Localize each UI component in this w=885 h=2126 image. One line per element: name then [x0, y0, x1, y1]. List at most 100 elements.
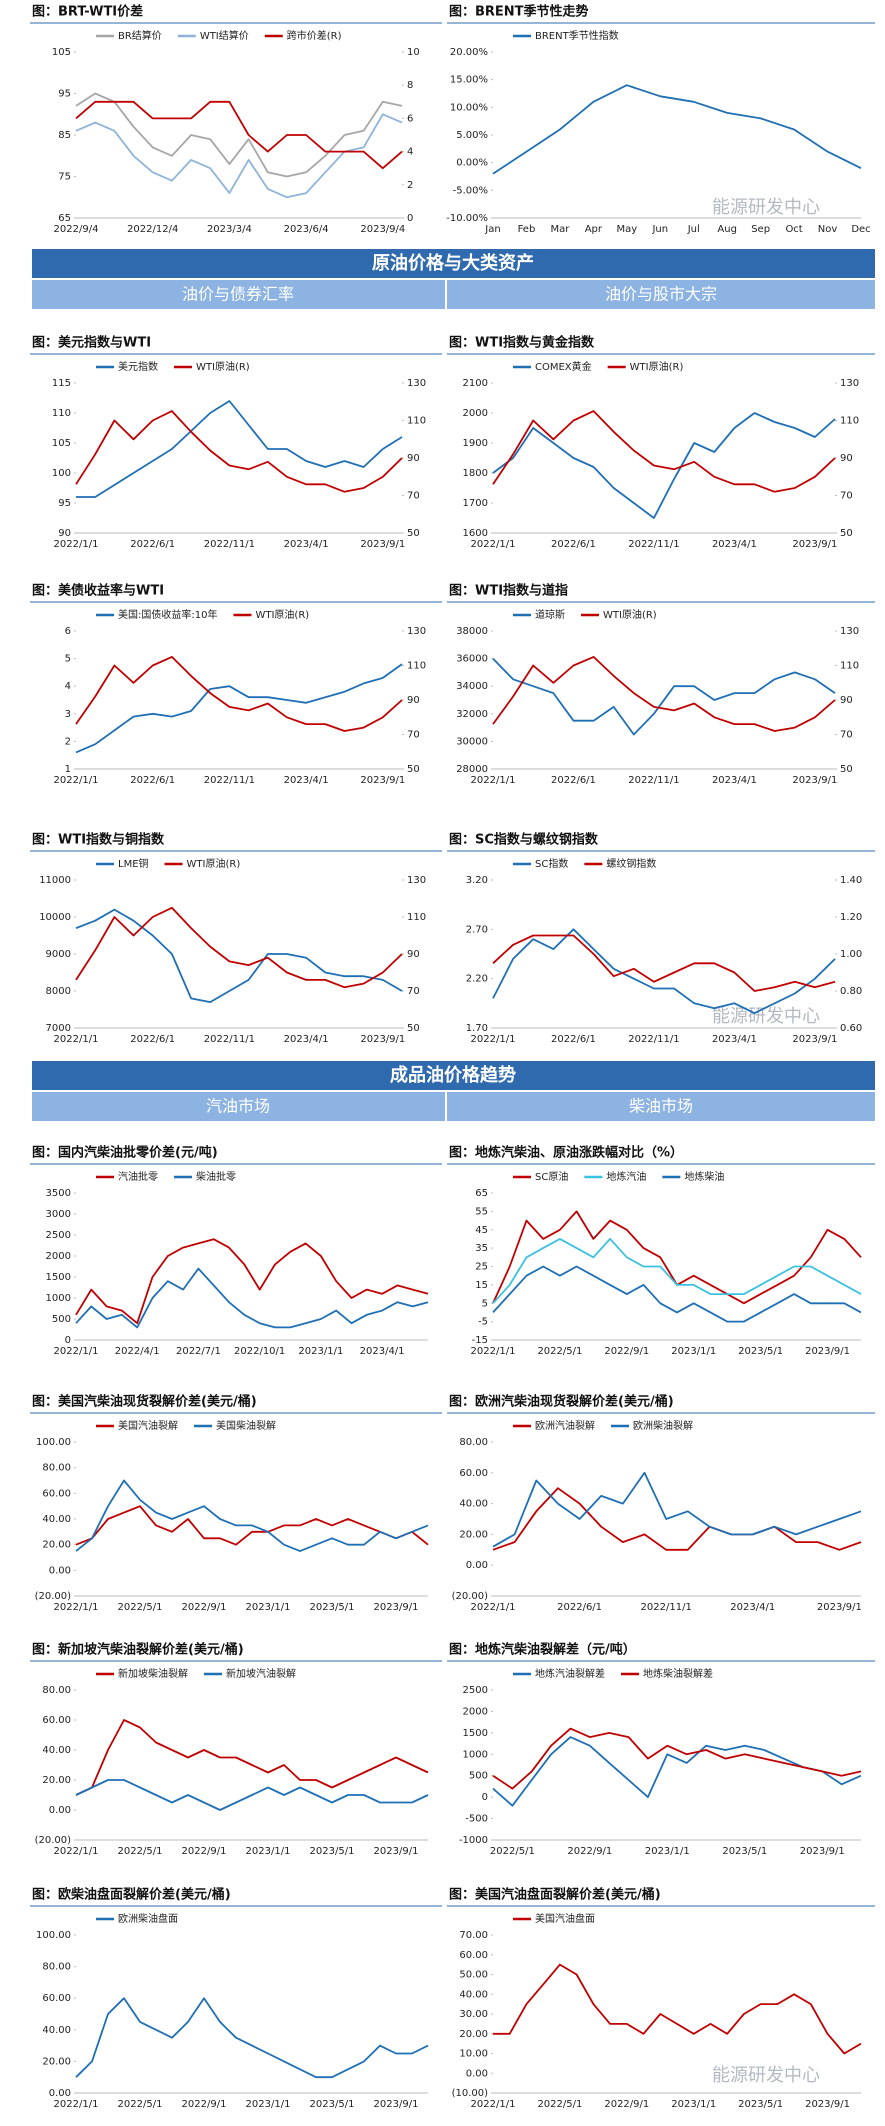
y-tick-label: 65 — [475, 1188, 488, 1199]
y-tick-label: 7000 — [46, 1023, 71, 1034]
x-tick-label: 2023/1/1 — [671, 1346, 716, 1357]
x-tick-label: 2022/1/1 — [54, 2099, 99, 2110]
series-line — [493, 1963, 862, 2055]
x-tick-label: 2022/12/4 — [127, 224, 178, 235]
y-tick-label: 0.00 — [49, 2088, 71, 2099]
y-tick-label: 80.00 — [459, 1437, 488, 1448]
x-tick-label: 2022/5/1 — [118, 2099, 163, 2110]
y-tick-label: 50.00 — [459, 1970, 488, 1981]
x-tick-label: 2023/4/1 — [284, 775, 329, 786]
y2-tick-label: 70 — [407, 730, 420, 741]
y-tick-label: 10.00 — [459, 2049, 488, 2060]
y-tick-label: 95 — [58, 89, 71, 100]
y2-tick-label: 50 — [407, 528, 420, 539]
x-tick-label: 2022/1/1 — [54, 539, 99, 550]
y-tick-label: (20.00) — [452, 1591, 489, 1602]
series-line — [492, 410, 836, 493]
series-line — [492, 657, 836, 736]
y2-tick-label: 70 — [407, 491, 420, 502]
y-tick-label: 1900 — [463, 438, 488, 449]
y-tick-label: 0.00 — [466, 2068, 488, 2079]
y2-tick-label: 50 — [840, 528, 853, 539]
x-tick-label: Aug — [717, 224, 737, 235]
y-tick-label: 0.00 — [466, 1560, 488, 1571]
y-tick-label: 1000 — [463, 1749, 488, 1760]
chart-title: 图：欧洲汽柴油现货裂解价差(美元/桶) — [449, 1394, 674, 1410]
series-line — [492, 1727, 862, 1790]
y-tick-label: 34000 — [456, 681, 488, 692]
x-tick-label: 2022/1/1 — [54, 775, 99, 786]
watermark: 能源研发中心 — [712, 2065, 820, 2086]
y-tick-label: 2 — [65, 736, 71, 747]
x-tick-label: 2022/11/1 — [204, 539, 255, 550]
x-tick-label: 2022/1/1 — [471, 775, 516, 786]
y-tick-label: 5.00% — [456, 130, 488, 141]
y-tick-label: 2000 — [46, 1251, 71, 1262]
y2-tick-label: 90 — [407, 695, 420, 706]
x-tick-label: 2023/5/1 — [310, 1846, 355, 1857]
sub-title: 柴油市场 — [629, 1097, 693, 1116]
y-tick-label: -5 — [478, 1317, 488, 1328]
series-line — [492, 1487, 862, 1551]
y2-tick-label: 130 — [840, 378, 859, 389]
sub-title: 油价与股市大宗 — [605, 285, 717, 304]
legend-label: 汽油批零 — [118, 1170, 158, 1183]
legend-label: SC指数 — [535, 857, 568, 870]
chart-title: 图：BRENT季节性走势 — [449, 4, 589, 20]
watermark: 能源研发中心 — [712, 197, 820, 218]
series-line — [75, 1779, 429, 1811]
y2-tick-label: 70 — [840, 491, 853, 502]
x-tick-label: 2023/5/1 — [310, 2099, 355, 2110]
y2-tick-label: 0.60 — [840, 1023, 862, 1034]
y-tick-label: 100 — [52, 468, 71, 479]
y-tick-label: 105 — [52, 438, 71, 449]
x-tick-label: 2023/5/1 — [722, 1846, 767, 1857]
x-tick-label: 2022/6/1 — [551, 539, 596, 550]
legend-label: WTI原油(R) — [603, 608, 657, 621]
x-tick-label: 2023/9/4 — [360, 224, 405, 235]
chart-title: 图：美国汽油盘面裂解价差(美元/桶) — [449, 1887, 661, 1903]
y2-tick-label: 1.20 — [840, 912, 862, 923]
legend-label: 柴油批零 — [196, 1170, 236, 1183]
legend-label: 美国:国债收益率:10年 — [118, 608, 217, 621]
legend-label: 跨市价差(R) — [287, 29, 342, 42]
y-tick-label: 85 — [58, 130, 71, 141]
y-tick-label: -1000 — [459, 1835, 488, 1846]
legend-label: WTI原油(R) — [255, 608, 309, 621]
y-tick-label: 0.00 — [49, 1805, 71, 1816]
series-line — [492, 1471, 862, 1548]
y-tick-label: 2500 — [463, 1685, 488, 1696]
watermark: 能源研发中心 — [712, 1006, 820, 1027]
y-tick-label: 8000 — [46, 986, 71, 997]
y-tick-label: 2500 — [46, 1230, 71, 1241]
y2-tick-label: 4 — [407, 147, 413, 158]
legend-label: 地炼汽油 — [606, 1170, 646, 1183]
series-line — [75, 1505, 429, 1546]
series-line — [75, 656, 403, 732]
x-tick-label: 2022/1/1 — [471, 539, 516, 550]
x-tick-label: 2022/9/1 — [604, 1346, 649, 1357]
legend-label: 美国汽油裂解 — [118, 1419, 178, 1432]
x-tick-label: 2022/6/1 — [551, 1034, 596, 1045]
x-tick-label: 2022/1/1 — [471, 1346, 516, 1357]
series-line — [75, 1267, 429, 1329]
y-tick-label: 10.00% — [450, 102, 488, 113]
y-tick-label: -15 — [472, 1335, 488, 1346]
y2-tick-label: 130 — [407, 626, 426, 637]
x-tick-label: 2022/9/1 — [604, 2099, 649, 2110]
y-tick-label: 95 — [58, 498, 71, 509]
series-line — [492, 934, 836, 992]
y-tick-label: 75 — [58, 172, 71, 183]
y2-tick-label: 90 — [840, 453, 853, 464]
x-tick-label: 2023/9/1 — [792, 775, 837, 786]
section-title: 成品油价格趋势 — [390, 1064, 516, 1086]
x-tick-label: May — [616, 224, 637, 235]
y-tick-label: 65 — [58, 213, 71, 224]
series-line — [492, 1210, 862, 1305]
y-tick-label: 20.00 — [459, 2029, 488, 2040]
x-tick-label: 2023/3/4 — [207, 224, 252, 235]
y2-tick-label: 1.40 — [840, 875, 862, 886]
y-tick-label: 30000 — [456, 736, 488, 747]
